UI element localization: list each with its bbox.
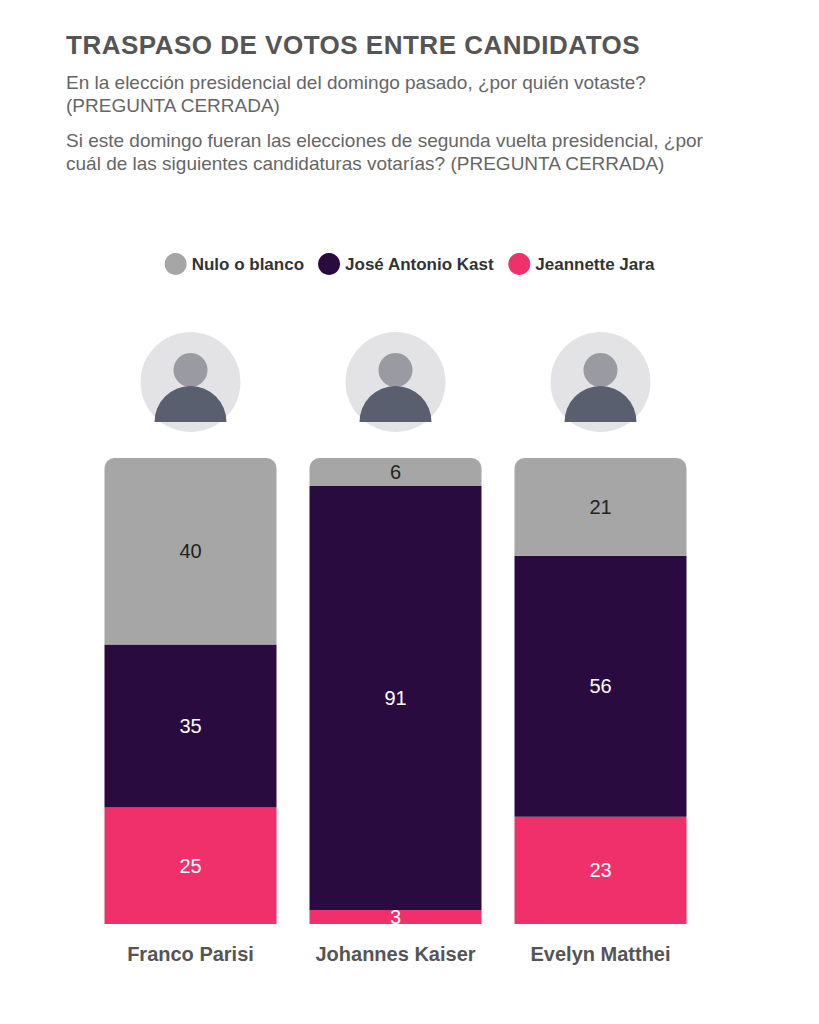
svg-text:35: 35 — [179, 715, 201, 737]
html-text:En la elección presidencial de: En la elección presidencial del domingo … — [66, 72, 646, 116]
svg-text:91: 91 — [384, 687, 406, 709]
svg-text:21: 21 — [589, 496, 611, 518]
svg-text:23: 23 — [589, 859, 611, 881]
svg-text:56: 56 — [589, 675, 611, 697]
svg-text:Johannes Kaiser: Johannes Kaiser — [315, 943, 475, 965]
svg-text:Franco Parisi: Franco Parisi — [127, 943, 254, 965]
svg-text:Jeannette Jara: Jeannette Jara — [535, 255, 655, 274]
svg-text:Evelyn Matthei: Evelyn Matthei — [530, 943, 670, 965]
svg-text:25: 25 — [179, 855, 201, 877]
html-text:TRASPASO DE VOTOS ENTRE CANDID: TRASPASO DE VOTOS ENTRE CANDIDATOS — [66, 30, 641, 60]
svg-text:6: 6 — [390, 461, 401, 483]
svg-text:José Antonio Kast: José Antonio Kast — [345, 255, 494, 274]
svg-text:Nulo o blanco: Nulo o blanco — [192, 255, 304, 274]
svg-text:3: 3 — [390, 906, 401, 928]
svg-text:40: 40 — [179, 540, 201, 562]
html-text:Si este domingo fueran las ele: Si este domingo fueran las elecciones de… — [66, 130, 703, 174]
